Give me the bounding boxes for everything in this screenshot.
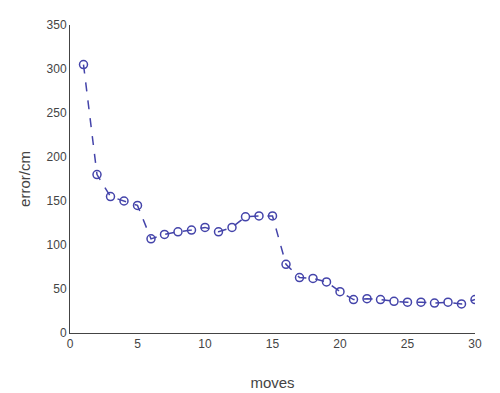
- svg-text:350: 350: [47, 18, 67, 32]
- svg-text:50: 50: [53, 282, 67, 296]
- svg-text:150: 150: [47, 194, 67, 208]
- svg-text:25: 25: [401, 337, 415, 351]
- svg-text:200: 200: [47, 150, 67, 164]
- svg-text:5: 5: [134, 337, 141, 351]
- svg-text:250: 250: [47, 106, 67, 120]
- svg-text:20: 20: [333, 337, 347, 351]
- svg-text:0: 0: [67, 337, 74, 351]
- svg-text:300: 300: [47, 62, 67, 76]
- svg-text:30: 30: [468, 337, 482, 351]
- svg-text:100: 100: [47, 238, 67, 252]
- svg-text:0: 0: [60, 326, 67, 340]
- svg-text:15: 15: [266, 337, 280, 351]
- svg-text:10: 10: [198, 337, 212, 351]
- svg-text:moves: moves: [250, 374, 294, 391]
- svg-text:error/cm: error/cm: [16, 151, 33, 207]
